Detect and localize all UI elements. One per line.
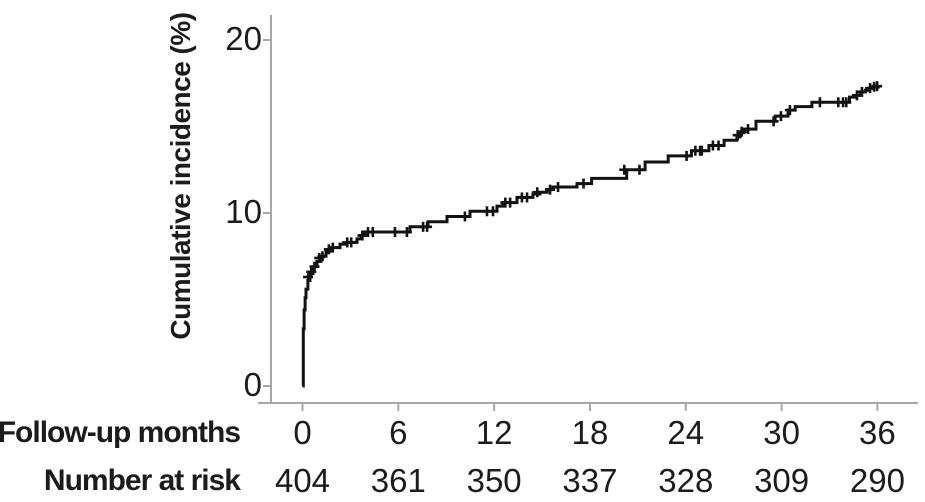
x-tick-label-6: 6: [389, 414, 408, 451]
x-tick-label-12: 12: [475, 414, 513, 451]
number-at-risk-value-24: 328: [658, 462, 714, 499]
x-tick-label-18: 18: [571, 414, 609, 451]
number-at-risk-value-30: 309: [754, 462, 810, 499]
x-tick-label-0: 0: [293, 414, 312, 451]
x-tick-label-30: 30: [763, 414, 800, 451]
number-at-risk-value-12: 350: [466, 462, 522, 499]
incidence-step-curve: [301, 85, 880, 388]
x-axis-row-label: Follow-up months: [0, 416, 241, 449]
number-at-risk-value-18: 337: [562, 462, 618, 499]
y-tick-label-20: 20: [225, 20, 262, 58]
y-tick-label-0: 0: [243, 366, 262, 404]
censor-marks: [303, 81, 883, 283]
number-at-risk-value-6: 361: [370, 462, 426, 499]
y-tick-label-10: 10: [225, 193, 262, 231]
number-at-risk-value-0: 404: [274, 462, 331, 499]
y-axis-title: Cumulative incidence (%): [165, 12, 196, 340]
number-at-risk-value-36: 290: [849, 462, 905, 499]
number-at-risk-label: Number at risk: [43, 464, 241, 497]
x-tick-label-24: 24: [667, 414, 705, 451]
x-tick-label-36: 36: [859, 414, 896, 451]
